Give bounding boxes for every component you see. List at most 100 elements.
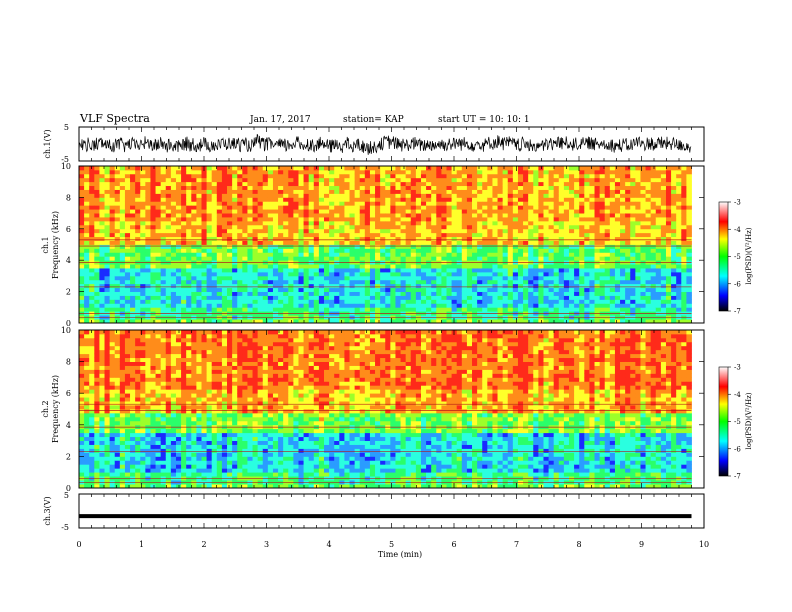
- spectrogram-cell: [650, 232, 657, 238]
- spectrogram-cell: [385, 268, 391, 273]
- spectrogram-cell: [334, 299, 340, 304]
- spectrogram-cell: [385, 201, 391, 206]
- spectrogram-cell: [329, 224, 335, 230]
- spectrogram-cell: [676, 232, 682, 238]
- spectrogram-cell: [119, 220, 126, 226]
- spectrogram-cell: [119, 232, 126, 238]
- spectrogram-cell: [206, 236, 213, 241]
- spectrogram-cell: [119, 169, 126, 175]
- spectrogram-cell: [237, 295, 243, 300]
- spectrogram-cell: [466, 236, 473, 241]
- spectrogram-cell: [318, 228, 325, 234]
- spectrogram-cell: [155, 177, 162, 183]
- spectrogram-cell: [655, 299, 662, 304]
- spectrogram-cell: [165, 244, 172, 249]
- spectrogram-cell: [109, 275, 116, 281]
- spectrogram-cell: [354, 220, 361, 226]
- spectrogram-cell: [227, 224, 233, 230]
- spectrogram-cell: [155, 287, 162, 293]
- spectrogram-cell: [635, 236, 641, 241]
- spectrogram-cell: [334, 177, 340, 183]
- spectrogram-cell: [130, 264, 136, 269]
- spectrogram-cell: [79, 319, 85, 324]
- spectrogram-cell: [533, 224, 539, 230]
- spectrogram-cell: [99, 232, 105, 238]
- spectrogram-cell: [517, 240, 524, 245]
- spectrogram-cell: [104, 307, 111, 312]
- spectrogram-cell: [472, 264, 478, 269]
- spectrogram-cell: [293, 205, 299, 210]
- spectrogram-cell: [431, 220, 437, 226]
- spectrogram-cell: [359, 275, 366, 281]
- spectrogram-cell: [130, 252, 136, 257]
- spectrogram-cell: [400, 319, 407, 324]
- spectrogram-cell: [660, 217, 667, 222]
- spectrogram-cell: [232, 173, 238, 179]
- spectrogram-cell: [620, 193, 626, 198]
- spectrogram-cell: [466, 295, 473, 300]
- spectrogram-cell: [155, 185, 162, 190]
- spectrogram-cell: [569, 240, 575, 245]
- spectrogram-cell: [502, 319, 509, 324]
- spectrogram-cell: [492, 252, 498, 257]
- spectrogram-cell: [599, 220, 606, 226]
- spectrogram-cell: [354, 185, 361, 190]
- spectrogram-cell: [114, 271, 121, 277]
- spectrogram-cell: [124, 271, 131, 277]
- spectrogram-cell: [329, 244, 335, 249]
- spectrogram-cell: [487, 248, 493, 253]
- spectrogram-cell: [548, 283, 555, 289]
- spectrogram-cell: [507, 169, 514, 175]
- spectrogram-cell: [196, 217, 202, 222]
- spectrogram-cell: [420, 169, 427, 175]
- spectrogram-cell: [206, 307, 213, 312]
- spectrogram-cell: [502, 197, 509, 202]
- spectrogram-cell: [635, 185, 641, 190]
- spectrogram-cell: [563, 299, 570, 304]
- spectrogram-cell: [548, 169, 555, 175]
- spectrogram-cell: [599, 205, 606, 210]
- spectrogram-cell: [400, 169, 407, 175]
- spectrogram-cell: [262, 189, 269, 194]
- spectrogram-cell: [594, 224, 601, 230]
- spectrogram-cell: [635, 205, 641, 210]
- spectrogram-cell: [201, 303, 207, 308]
- spectrogram-cell: [293, 166, 299, 171]
- spectrogram-cell: [477, 232, 483, 238]
- spectrogram-cell: [385, 181, 391, 187]
- spectrogram-cell: [630, 307, 636, 312]
- spectrogram-cell: [262, 291, 269, 296]
- spectrogram-cell: [477, 283, 483, 289]
- spectrogram-cell: [400, 201, 407, 206]
- spectrogram-cell: [635, 287, 641, 293]
- spectrogram-cell: [221, 295, 228, 300]
- spectrogram-cell: [344, 181, 350, 187]
- spectrogram-cell: [466, 209, 473, 214]
- spectrogram-cell: [94, 166, 100, 171]
- spectrogram-cell: [472, 169, 478, 175]
- spectrogram-cell: [655, 283, 662, 289]
- spectrogram-cell: [466, 307, 473, 312]
- spectrogram-cell: [359, 224, 366, 230]
- spectrogram-cell: [660, 213, 667, 218]
- spectrogram-cell: [665, 217, 672, 222]
- spectrogram-cell: [579, 252, 585, 257]
- spectrogram-cell: [211, 303, 218, 308]
- spectrogram-cell: [405, 166, 412, 171]
- spectrogram-cell: [655, 189, 662, 194]
- spectrogram-cell: [466, 189, 473, 194]
- spectrogram-cell: [221, 201, 228, 206]
- spectrogram-cell: [625, 236, 631, 241]
- spectrogram-cell: [584, 169, 590, 175]
- spectrogram-cell: [385, 185, 391, 190]
- spectrogram-cell: [369, 291, 376, 296]
- spectrogram-cell: [640, 283, 646, 289]
- spectrogram-cell: [130, 181, 136, 187]
- spectrogram-cell: [175, 279, 182, 285]
- spectrogram-cell: [461, 177, 468, 183]
- spectrogram-cell: [487, 295, 493, 300]
- spectrogram-cell: [89, 220, 95, 226]
- spectrogram-cell: [380, 264, 386, 269]
- spectrogram-cell: [630, 201, 636, 206]
- spectrogram-cell: [104, 189, 111, 194]
